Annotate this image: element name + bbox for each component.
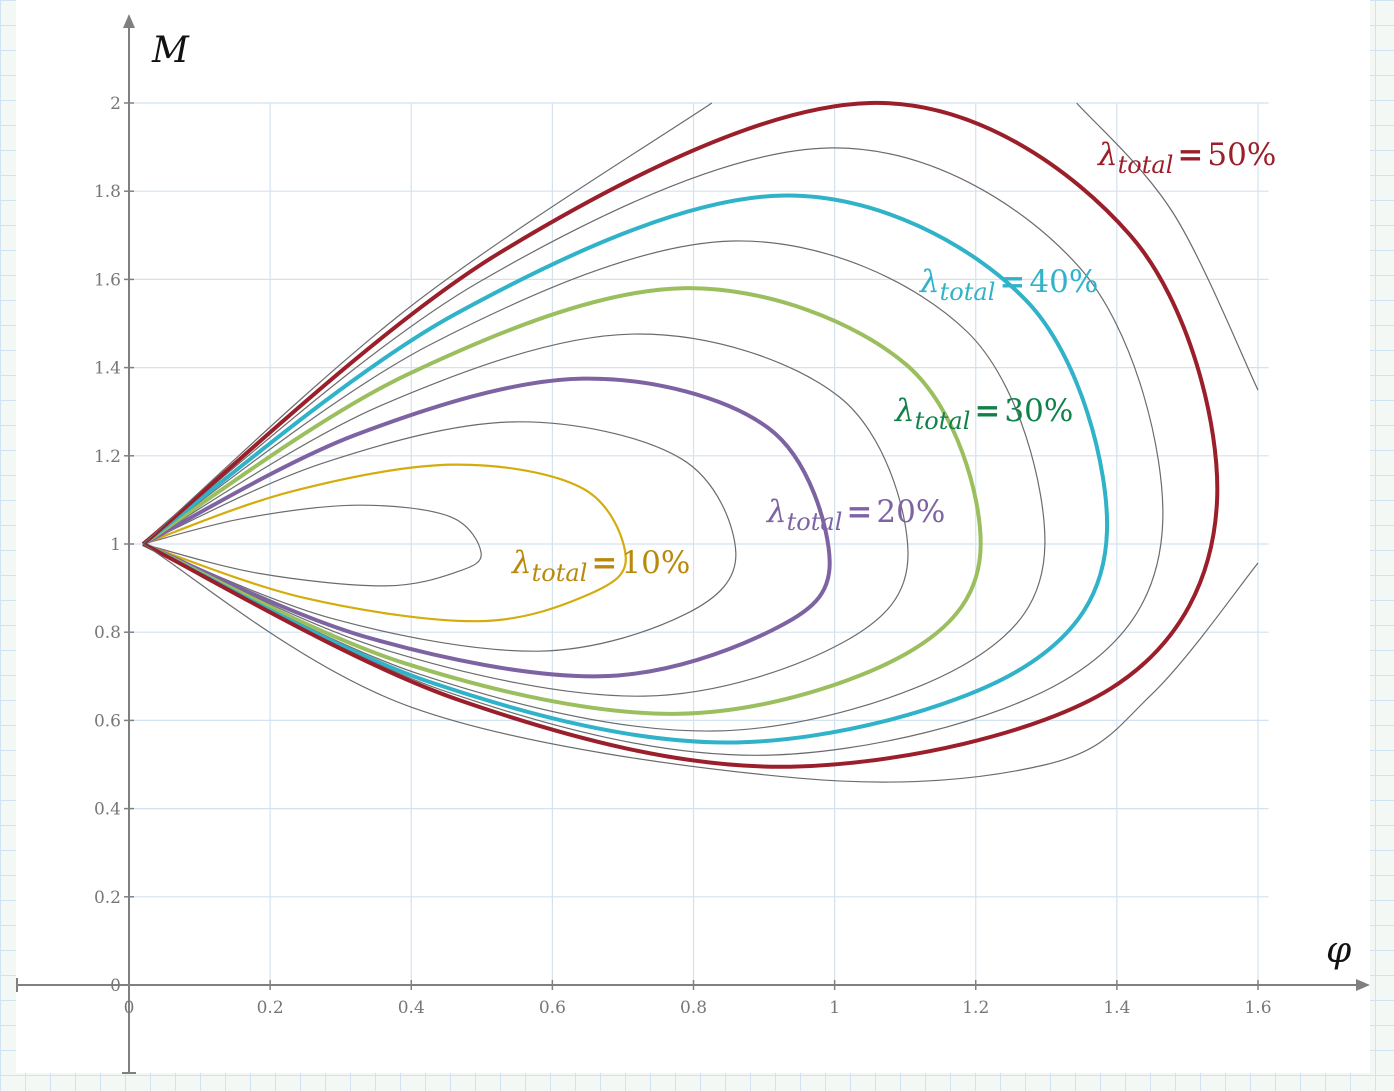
y-tick-label: 0.2: [94, 888, 121, 908]
y-axis-arrow: [123, 14, 135, 28]
annotation-value: 40%: [1029, 264, 1099, 300]
annotation-sub: total: [531, 559, 588, 587]
y-tick-label: 1.2: [94, 447, 121, 467]
annotation-symbol: λ: [1098, 137, 1118, 173]
annotation-eq: =: [974, 393, 1001, 429]
annotation-value: 10%: [621, 545, 691, 581]
x-tick-label: 1.4: [1103, 998, 1130, 1018]
series-line-contour: [142, 421, 737, 652]
y-tick-label: 0.4: [94, 800, 121, 820]
annotation-sub: total: [914, 407, 971, 435]
x-tick-label: 1: [829, 998, 840, 1018]
x-tick-label: 0: [124, 998, 135, 1018]
annotation-eq: =: [846, 494, 873, 530]
series-line-highlight: [141, 193, 1110, 745]
annotation-eq: =: [591, 545, 618, 581]
annotation-symbol: λ: [512, 545, 532, 581]
y-tick-label: 0.6: [94, 711, 121, 731]
annotation-40: λtotal = 40%: [920, 264, 1098, 306]
series-line-contour: [142, 102, 713, 545]
annotation-value: 30%: [1004, 393, 1074, 429]
annotation-eq: =: [1177, 137, 1204, 173]
annotation-sub: total: [786, 508, 843, 536]
x-tick-label: 1.2: [962, 998, 989, 1018]
y-tick-label: 0.8: [94, 623, 121, 643]
series-line-contour: [142, 240, 1046, 732]
x-axis-arrow: [1356, 979, 1370, 991]
series-line-highlight: [142, 376, 832, 679]
y-tick-label: 1.4: [94, 359, 121, 379]
x-tick-label: 0.8: [680, 998, 707, 1018]
annotation-value: 50%: [1207, 137, 1277, 173]
series-line-contour: [1076, 102, 1259, 391]
annotation-symbol: λ: [767, 494, 787, 530]
annotation-eq: =: [999, 264, 1026, 300]
series-line-contour: [142, 504, 482, 587]
series-line-highlight: [142, 463, 627, 623]
annotation-sub: total: [1117, 151, 1174, 179]
annotation-30: λtotal = 30%: [895, 393, 1073, 435]
annotation-symbol: λ: [895, 393, 915, 429]
series-line-contour: [142, 543, 1259, 783]
annotation-50: λtotal = 50%: [1098, 137, 1276, 179]
annotation-10: λtotal = 10%: [512, 545, 690, 587]
annotation-sub: total: [939, 278, 996, 306]
x-axis-label: φ: [1326, 930, 1352, 971]
y-tick-label: 2: [110, 94, 121, 114]
y-tick-label: 1.6: [94, 270, 121, 290]
x-tick-label: 0.2: [257, 998, 284, 1018]
annotation-20: λtotal = 20%: [767, 494, 945, 536]
x-tick-label: 1.6: [1244, 998, 1271, 1018]
series-line-contour: [142, 147, 1164, 756]
series-line-highlight: [142, 286, 983, 716]
y-tick-label: 1.8: [94, 182, 121, 202]
x-tick-label: 0.4: [398, 998, 425, 1018]
series-line-contour: [142, 333, 909, 697]
series-line-highlight: [141, 100, 1220, 769]
annotation-value: 20%: [876, 494, 946, 530]
y-axis-label: M: [152, 30, 189, 71]
y-tick-label: 0: [110, 976, 121, 996]
x-tick-label: 0.6: [539, 998, 566, 1018]
annotation-symbol: λ: [920, 264, 940, 300]
y-tick-label: 1: [110, 535, 121, 555]
